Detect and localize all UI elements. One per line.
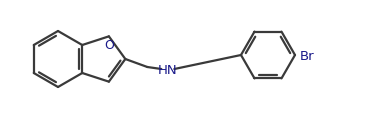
Text: O: O [104, 39, 114, 52]
Text: Br: Br [300, 49, 315, 62]
Text: HN: HN [157, 63, 177, 76]
